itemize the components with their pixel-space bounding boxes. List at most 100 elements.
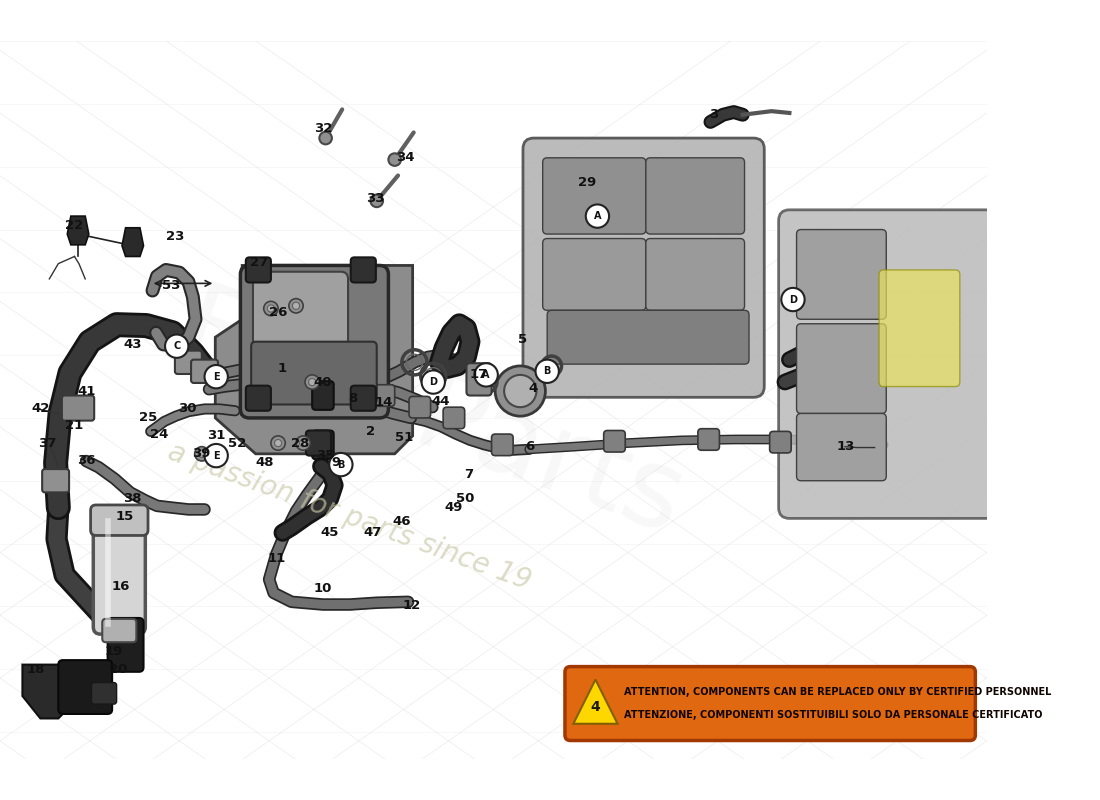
Text: D: D [429, 377, 438, 387]
Text: 35: 35 [317, 449, 334, 462]
Text: 24: 24 [151, 427, 169, 441]
Circle shape [296, 436, 310, 450]
Circle shape [536, 360, 559, 383]
Text: 5: 5 [517, 334, 527, 346]
Text: 31: 31 [207, 430, 226, 442]
Text: 22: 22 [65, 218, 84, 231]
FancyBboxPatch shape [351, 386, 376, 410]
Circle shape [165, 334, 188, 358]
Text: 18: 18 [26, 662, 45, 676]
Text: B: B [543, 366, 551, 376]
FancyBboxPatch shape [542, 158, 646, 234]
Text: 10: 10 [314, 582, 332, 595]
FancyBboxPatch shape [62, 395, 95, 421]
Text: 43: 43 [123, 338, 142, 351]
Polygon shape [67, 216, 89, 245]
FancyBboxPatch shape [241, 266, 388, 418]
FancyBboxPatch shape [779, 210, 1006, 518]
FancyBboxPatch shape [191, 360, 218, 383]
Text: 50: 50 [456, 492, 475, 505]
Circle shape [474, 363, 498, 386]
Text: 4: 4 [591, 700, 601, 714]
FancyBboxPatch shape [547, 310, 749, 364]
FancyBboxPatch shape [646, 158, 745, 234]
Text: 45: 45 [321, 526, 339, 539]
Text: 39: 39 [191, 447, 210, 460]
Polygon shape [216, 266, 412, 454]
FancyBboxPatch shape [443, 407, 464, 429]
Text: 14: 14 [375, 396, 393, 409]
Text: 6: 6 [526, 440, 535, 453]
Circle shape [299, 439, 307, 446]
FancyBboxPatch shape [466, 363, 492, 395]
Text: a passion for parts since 19: a passion for parts since 19 [165, 438, 536, 595]
Circle shape [305, 375, 319, 390]
Text: 51: 51 [395, 431, 414, 444]
Text: 48: 48 [255, 456, 274, 470]
Text: 16: 16 [112, 580, 130, 593]
Text: ATTENZIONE, COMPONENTI SOSTITUIBILI SOLO DA PERSONALE CERTIFICATO: ATTENZIONE, COMPONENTI SOSTITUIBILI SOLO… [624, 710, 1043, 720]
Text: 41: 41 [78, 385, 96, 398]
Circle shape [212, 449, 227, 462]
Text: 53: 53 [162, 278, 180, 292]
Text: 7: 7 [464, 468, 474, 481]
FancyBboxPatch shape [604, 430, 625, 452]
FancyBboxPatch shape [245, 258, 271, 282]
Circle shape [293, 302, 299, 310]
Circle shape [198, 450, 206, 458]
Text: 40: 40 [314, 375, 332, 389]
Text: 33: 33 [365, 192, 384, 205]
Text: 52: 52 [228, 437, 246, 450]
Circle shape [217, 452, 223, 459]
FancyBboxPatch shape [58, 660, 112, 714]
Circle shape [271, 436, 285, 450]
Circle shape [267, 305, 275, 312]
FancyBboxPatch shape [646, 238, 745, 310]
FancyBboxPatch shape [565, 666, 976, 741]
Text: 42: 42 [31, 402, 50, 415]
Text: E: E [213, 372, 220, 382]
FancyBboxPatch shape [306, 430, 331, 456]
Circle shape [371, 194, 383, 207]
Text: ATTENTION, COMPONENTS CAN BE REPLACED ONLY BY CERTIFIED PERSONNEL: ATTENTION, COMPONENTS CAN BE REPLACED ON… [624, 687, 1052, 697]
Polygon shape [122, 228, 143, 257]
FancyBboxPatch shape [373, 385, 395, 406]
FancyBboxPatch shape [312, 430, 333, 459]
Text: 15: 15 [116, 510, 134, 523]
Text: 13: 13 [837, 440, 855, 453]
FancyBboxPatch shape [522, 138, 764, 398]
Text: 8: 8 [348, 392, 358, 405]
Circle shape [205, 444, 228, 467]
Circle shape [421, 370, 444, 394]
FancyBboxPatch shape [251, 342, 377, 405]
Text: 47: 47 [363, 526, 382, 539]
Text: EuroParts: EuroParts [164, 278, 697, 558]
Text: 36: 36 [77, 454, 96, 467]
Text: E: E [213, 450, 220, 461]
Circle shape [275, 439, 282, 446]
Circle shape [289, 298, 304, 313]
Text: 27: 27 [250, 256, 268, 270]
Circle shape [329, 453, 352, 476]
Circle shape [319, 132, 332, 144]
FancyBboxPatch shape [175, 350, 201, 374]
Text: 21: 21 [65, 418, 84, 432]
Text: A: A [483, 370, 490, 380]
Text: 3: 3 [710, 108, 718, 122]
FancyBboxPatch shape [312, 381, 333, 410]
Text: 12: 12 [403, 599, 421, 612]
FancyBboxPatch shape [542, 238, 646, 310]
Text: D: D [789, 294, 797, 305]
FancyBboxPatch shape [90, 505, 148, 535]
FancyBboxPatch shape [91, 682, 117, 704]
Text: 11: 11 [267, 552, 285, 566]
Text: 49: 49 [444, 501, 463, 514]
Circle shape [195, 446, 209, 461]
FancyBboxPatch shape [253, 272, 348, 358]
Text: 37: 37 [39, 437, 57, 450]
Circle shape [504, 375, 537, 407]
Circle shape [781, 288, 804, 311]
Text: 29: 29 [579, 175, 596, 189]
Text: 32: 32 [314, 122, 332, 134]
Text: A: A [594, 211, 602, 221]
